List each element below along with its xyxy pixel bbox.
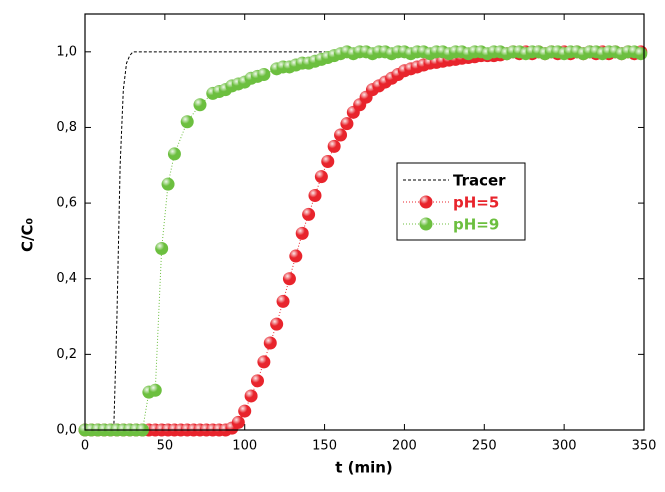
legend-label: pH=5	[453, 194, 499, 212]
data-point	[193, 98, 207, 112]
marker-shine	[334, 128, 348, 142]
marker-shine	[231, 415, 245, 429]
marker-shine	[308, 189, 322, 203]
x-axis-label: t (min)	[335, 459, 393, 477]
series-line	[85, 51, 644, 431]
marker-shine	[155, 241, 169, 255]
marker-shine	[193, 98, 207, 112]
x-tick-label: 100	[232, 439, 257, 454]
marker-shine	[238, 404, 252, 418]
legend-label: Tracer	[453, 172, 506, 190]
data-point	[238, 404, 252, 418]
marker-shine	[148, 383, 162, 397]
marker-shine	[321, 154, 335, 168]
marker-shine	[167, 147, 181, 161]
marker-shine	[295, 226, 309, 240]
data-point	[334, 128, 348, 142]
y-tick-label: 0,2	[56, 347, 77, 362]
data-point	[270, 317, 284, 331]
x-tick-label: 300	[552, 439, 577, 454]
marker-shine	[244, 389, 258, 403]
marker-shine	[276, 294, 290, 308]
data-point	[257, 68, 271, 82]
marker-shine	[302, 207, 316, 221]
data-point	[308, 189, 322, 203]
y-tick-label: 0,0	[56, 423, 77, 438]
marker-shine	[257, 68, 271, 82]
x-tick-label: 250	[472, 439, 497, 454]
marker-shine	[314, 170, 328, 184]
legend-label: pH=9	[453, 216, 499, 234]
data-point	[263, 336, 277, 350]
data-point	[321, 154, 335, 168]
y-tick-label: 0,4	[56, 271, 77, 286]
data-point	[302, 207, 316, 221]
data-point	[340, 117, 354, 131]
data-point	[250, 374, 264, 388]
marker-shine	[270, 317, 284, 331]
y-axis-label: C/C₀	[19, 218, 37, 252]
marker-shine	[257, 355, 271, 369]
data-point	[327, 139, 341, 153]
x-tick-label: 350	[632, 439, 657, 454]
data-point	[282, 272, 296, 286]
data-point	[244, 389, 258, 403]
data-point	[161, 177, 175, 191]
marker-shine	[340, 117, 354, 131]
marker-shine	[250, 374, 264, 388]
data-point	[289, 249, 303, 263]
data-point	[231, 415, 245, 429]
marker-shine	[161, 177, 175, 191]
data-point	[276, 294, 290, 308]
data-point	[314, 170, 328, 184]
marker-shine	[263, 336, 277, 350]
legend-marker-shine	[419, 217, 433, 231]
x-tick-label: 200	[392, 439, 417, 454]
x-tick-label: 0	[81, 439, 89, 454]
data-point	[634, 47, 648, 61]
data-point	[257, 355, 271, 369]
marker-shine	[289, 249, 303, 263]
data-point	[155, 241, 169, 255]
marker-shine	[327, 139, 341, 153]
y-tick-label: 0,8	[56, 120, 77, 135]
data-point	[180, 115, 194, 129]
y-tick-label: 1,0	[56, 44, 77, 59]
x-tick-label: 150	[312, 439, 337, 454]
y-tick-label: 0,6	[56, 196, 77, 211]
x-tick-label: 50	[157, 439, 174, 454]
marker-shine	[282, 272, 296, 286]
plot-frame	[84, 13, 645, 431]
marker-shine	[634, 47, 648, 61]
marker-shine	[180, 115, 194, 129]
legend-marker-shine	[419, 195, 433, 209]
data-point	[295, 226, 309, 240]
data-point	[148, 383, 162, 397]
data-point	[167, 147, 181, 161]
